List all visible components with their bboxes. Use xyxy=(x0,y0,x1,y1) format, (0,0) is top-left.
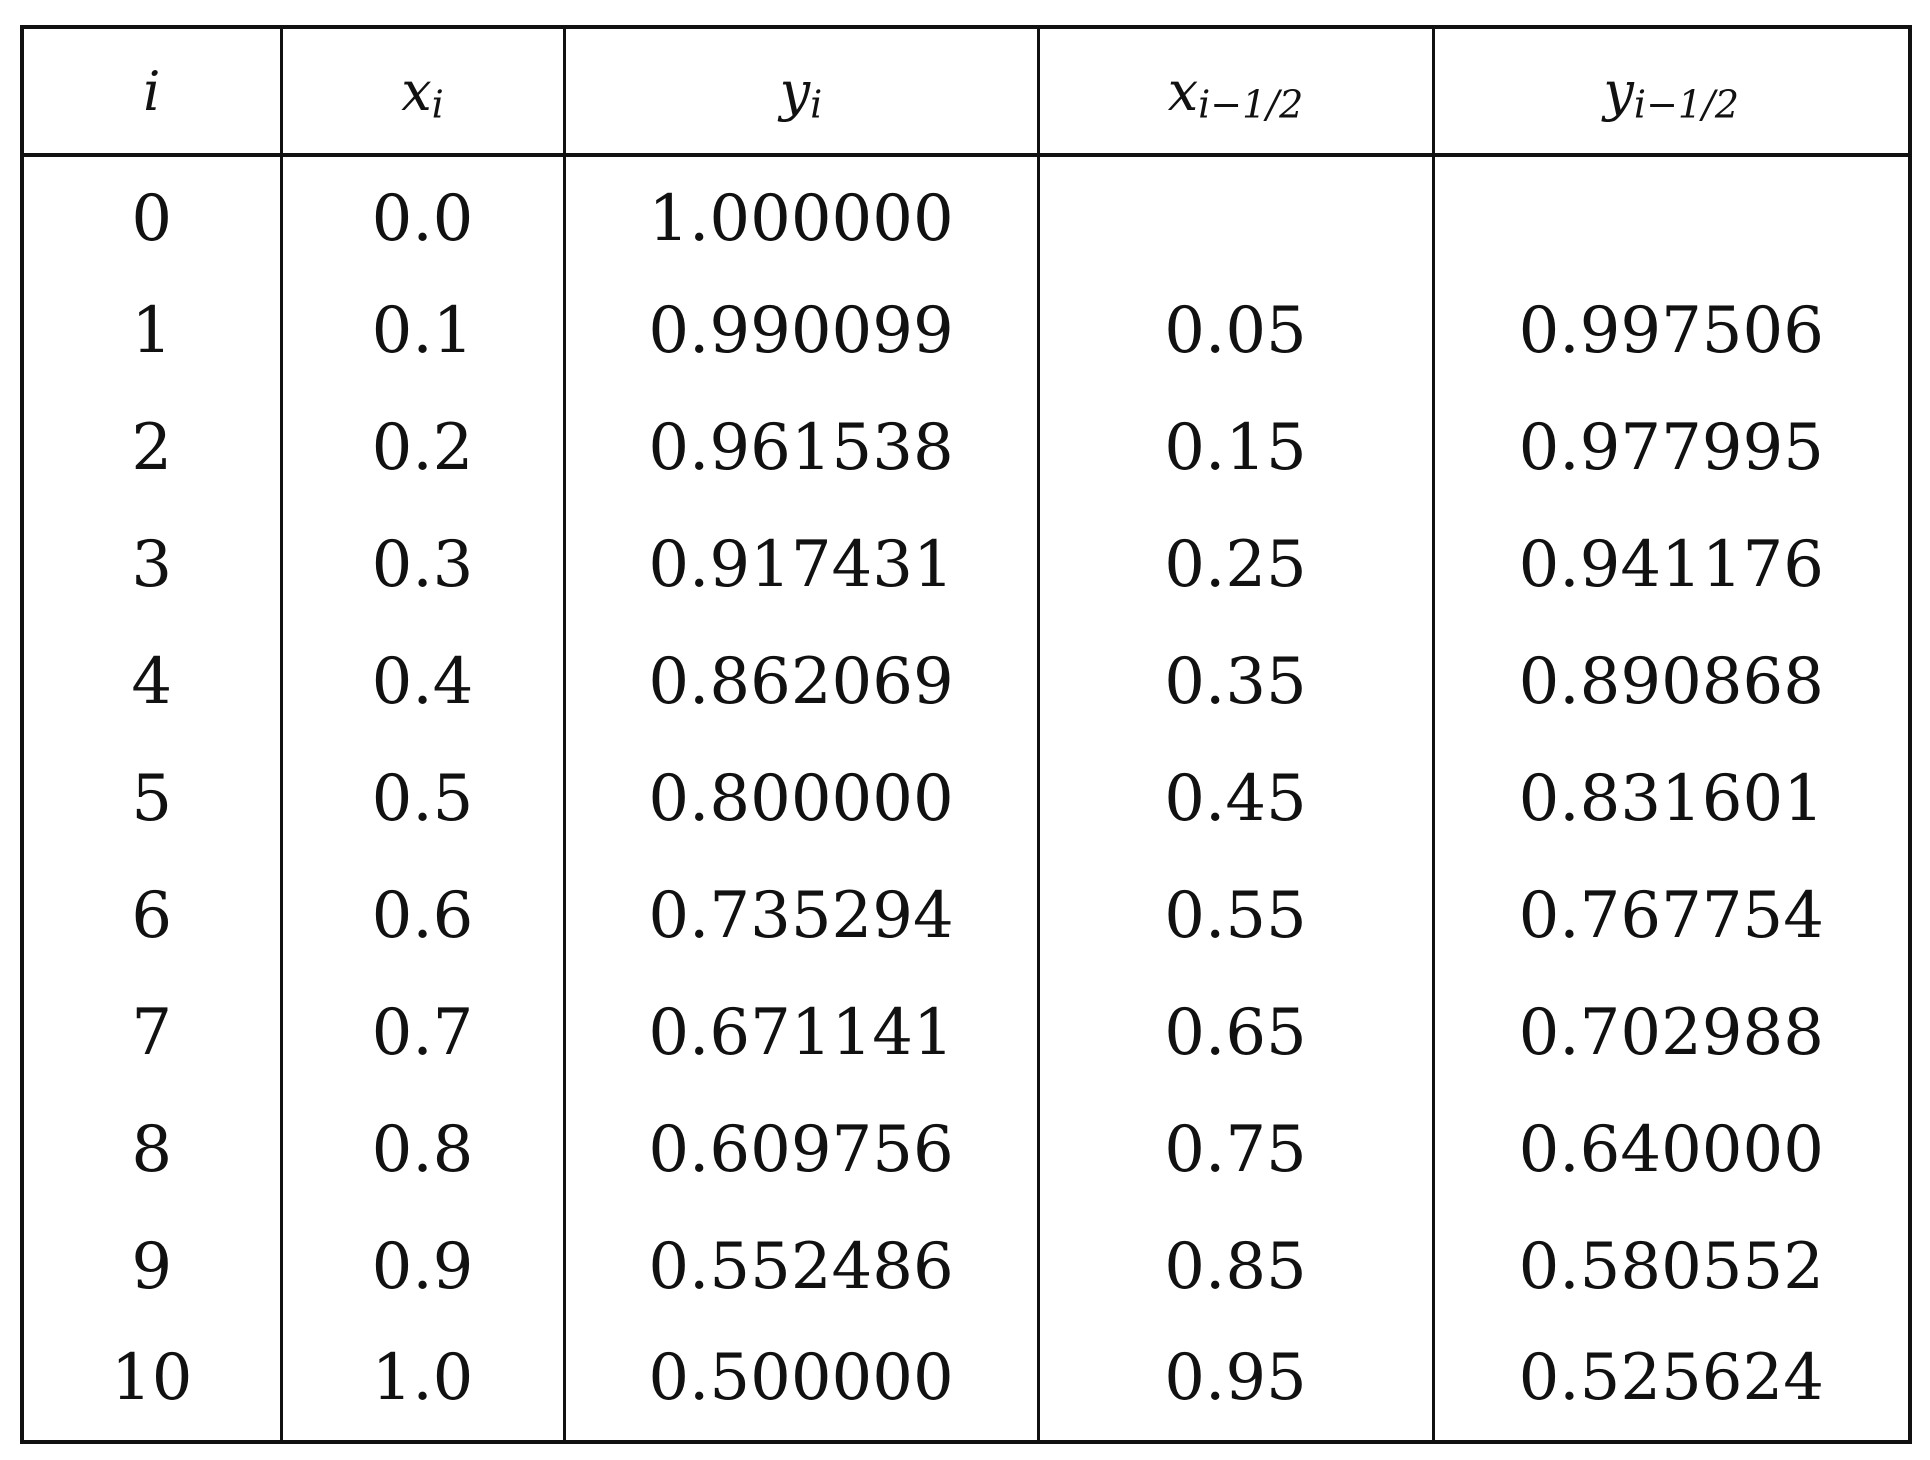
cell-x-half: 0.45 xyxy=(1036,740,1435,857)
cell-x-half: 0.25 xyxy=(1036,506,1435,623)
cell-y: 0.735294 xyxy=(562,857,1040,974)
cell-x: 0.5 xyxy=(279,740,566,857)
header-x-half: xi−1/2 xyxy=(1036,27,1435,157)
cell-x: 0.4 xyxy=(279,623,566,740)
cell-y-half: 0.941176 xyxy=(1431,506,1912,623)
cell-x-half: 0.55 xyxy=(1036,857,1435,974)
cell-x-half: 0.05 xyxy=(1036,272,1435,389)
cell-x: 0.0 xyxy=(279,155,566,272)
cell-x: 0.2 xyxy=(279,389,566,506)
cell-x-half: 0.35 xyxy=(1036,623,1435,740)
cell-y-half xyxy=(1431,155,1912,272)
cell-x-half: 0.75 xyxy=(1036,1091,1435,1208)
cell-x-half: 0.85 xyxy=(1036,1208,1435,1325)
cell-x-half: 0.95 xyxy=(1036,1325,1435,1442)
cell-y: 0.862069 xyxy=(562,623,1040,740)
table-row: 4 0.4 0.862069 0.35 0.890868 xyxy=(20,623,1912,740)
cell-y: 0.609756 xyxy=(562,1091,1040,1208)
cell-x: 0.8 xyxy=(279,1091,566,1208)
table-row: 3 0.3 0.917431 0.25 0.941176 xyxy=(20,506,1912,623)
cell-x: 0.3 xyxy=(279,506,566,623)
cell-x: 0.9 xyxy=(279,1208,566,1325)
cell-y-half: 0.831601 xyxy=(1431,740,1912,857)
cell-x-half xyxy=(1036,155,1435,272)
cell-y: 0.500000 xyxy=(562,1325,1040,1442)
cell-x: 1.0 xyxy=(279,1325,566,1442)
cell-y-half: 0.525624 xyxy=(1431,1325,1912,1442)
cell-y: 0.800000 xyxy=(562,740,1040,857)
cell-i: 1 xyxy=(20,272,283,389)
table-row: 8 0.8 0.609756 0.75 0.640000 xyxy=(20,1091,1912,1208)
cell-y: 1.000000 xyxy=(562,155,1040,272)
cell-i: 9 xyxy=(20,1208,283,1325)
table-row: 0 0.0 1.000000 xyxy=(20,155,1912,272)
table-row: 6 0.6 0.735294 0.55 0.767754 xyxy=(20,857,1912,974)
table-row: 10 1.0 0.500000 0.95 0.525624 xyxy=(20,1325,1912,1442)
header-x-i: xi xyxy=(279,27,566,157)
header-y-i: yi xyxy=(562,27,1040,157)
cell-x: 0.6 xyxy=(279,857,566,974)
cell-i: 6 xyxy=(20,857,283,974)
cell-i: 10 xyxy=(20,1325,283,1442)
cell-y: 0.671141 xyxy=(562,974,1040,1091)
data-table: i xi yi xi−1/2 yi−1/2 0 0.0 1.000000 1 0… xyxy=(20,25,1912,1444)
cell-y-half: 0.997506 xyxy=(1431,272,1912,389)
cell-y-half: 0.890868 xyxy=(1431,623,1912,740)
cell-i: 7 xyxy=(20,974,283,1091)
header-y-half: yi−1/2 xyxy=(1431,27,1912,157)
cell-y-half: 0.702988 xyxy=(1431,974,1912,1091)
cell-y: 0.917431 xyxy=(562,506,1040,623)
cell-i: 4 xyxy=(20,623,283,740)
cell-x: 0.1 xyxy=(279,272,566,389)
cell-x: 0.7 xyxy=(279,974,566,1091)
data-table-container: i xi yi xi−1/2 yi−1/2 0 0.0 1.000000 1 0… xyxy=(20,25,1912,1444)
cell-y: 0.961538 xyxy=(562,389,1040,506)
table-row: 5 0.5 0.800000 0.45 0.831601 xyxy=(20,740,1912,857)
cell-x-half: 0.15 xyxy=(1036,389,1435,506)
header-i: i xyxy=(20,27,283,157)
cell-i: 2 xyxy=(20,389,283,506)
table-row: 9 0.9 0.552486 0.85 0.580552 xyxy=(20,1208,1912,1325)
cell-i: 5 xyxy=(20,740,283,857)
cell-y-half: 0.977995 xyxy=(1431,389,1912,506)
cell-x-half: 0.65 xyxy=(1036,974,1435,1091)
table-row: 7 0.7 0.671141 0.65 0.702988 xyxy=(20,974,1912,1091)
table-row: 1 0.1 0.990099 0.05 0.997506 xyxy=(20,272,1912,389)
cell-y-half: 0.767754 xyxy=(1431,857,1912,974)
table-row: 2 0.2 0.961538 0.15 0.977995 xyxy=(20,389,1912,506)
cell-y-half: 0.580552 xyxy=(1431,1208,1912,1325)
cell-i: 3 xyxy=(20,506,283,623)
cell-i: 8 xyxy=(20,1091,283,1208)
table-header-row: i xi yi xi−1/2 yi−1/2 xyxy=(20,27,1912,157)
cell-y: 0.552486 xyxy=(562,1208,1040,1325)
cell-y-half: 0.640000 xyxy=(1431,1091,1912,1208)
cell-y: 0.990099 xyxy=(562,272,1040,389)
cell-i: 0 xyxy=(20,155,283,272)
